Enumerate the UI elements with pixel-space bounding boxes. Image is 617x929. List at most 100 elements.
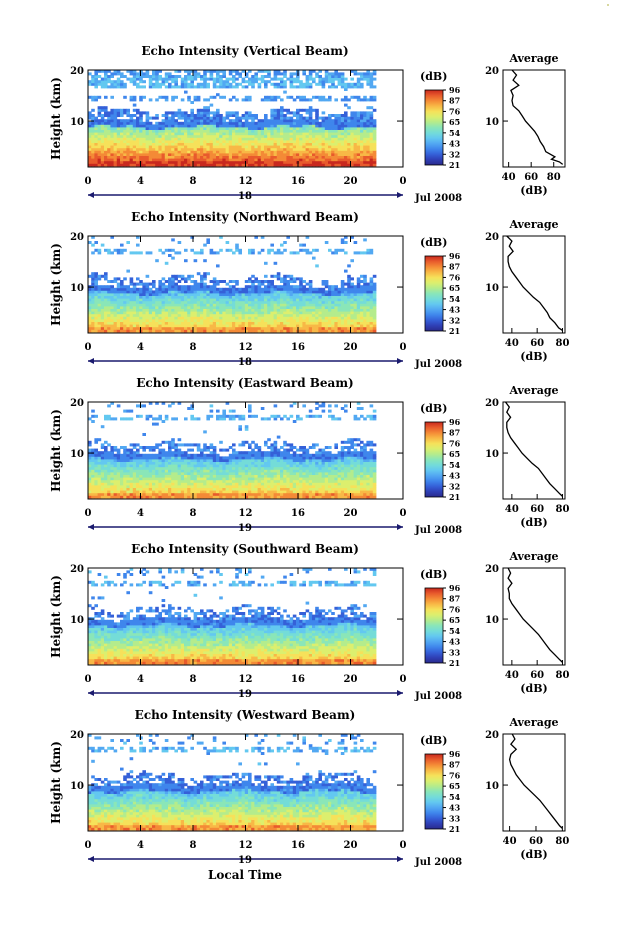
heatmap-cell (241, 85, 246, 89)
heatmap-cell (366, 119, 370, 123)
heatmap-cell (219, 313, 223, 317)
heatmap-cell (302, 116, 306, 120)
heatmap-cell (152, 306, 156, 309)
heatmap-cell (222, 326, 226, 330)
heatmap-cell (91, 108, 95, 112)
heatmap-cell (110, 477, 114, 481)
heatmap-cell (145, 461, 150, 465)
heatmap-cell (155, 129, 159, 133)
heatmap-cell (241, 163, 246, 167)
heatmap-cell (228, 293, 233, 296)
heatmap-cell (136, 326, 140, 330)
heatmap-cell (155, 259, 159, 263)
heatmap-cell (360, 316, 364, 320)
heatmap-cell (340, 77, 345, 81)
heatmap-cell (238, 160, 242, 164)
heatmap-cell (334, 319, 338, 322)
average-x-tick-label: 80 (556, 338, 570, 349)
heatmap-cell (241, 121, 246, 125)
heatmap-cell (107, 121, 111, 125)
heatmap-cell (142, 153, 146, 156)
heatmap-cell (366, 75, 370, 78)
heatmap-cell (168, 116, 172, 120)
heatmap-cell (180, 287, 185, 291)
heatmap-cell (126, 124, 130, 128)
heatmap-cell (116, 326, 121, 330)
heatmap-cell (273, 111, 278, 115)
heatmap-cell (120, 108, 124, 112)
heatmap-cell (283, 85, 287, 89)
heatmap-cell (203, 308, 207, 312)
heatmap-cell (337, 137, 342, 141)
heatmap-cell (257, 290, 262, 294)
heatmap-cell (276, 140, 281, 143)
heatmap-cell (356, 72, 361, 76)
heatmap-cell (129, 124, 134, 128)
heatmap-cell (289, 303, 294, 307)
heatmap-cell (324, 140, 329, 143)
heatmap-cell (187, 160, 191, 164)
heatmap-cell (129, 153, 134, 156)
heatmap-cell (129, 492, 134, 496)
heatmap-cell (161, 155, 166, 159)
heatmap-cell (369, 140, 374, 143)
heatmap-cell (280, 293, 284, 296)
heatmap-cell (324, 153, 329, 156)
heatmap-cell (366, 308, 370, 312)
heatmap-cell (318, 324, 322, 328)
heatmap-cell (340, 132, 345, 136)
heatmap-cell (174, 448, 178, 452)
heatmap-cell (350, 145, 354, 149)
heatmap-cell (88, 293, 92, 296)
heatmap-cell (228, 287, 233, 291)
heatmap-cell (273, 261, 278, 265)
heatmap-cell (276, 72, 281, 76)
heatmap-cell (312, 129, 316, 133)
heatmap-cell (305, 329, 310, 333)
heatmap-cell (302, 72, 306, 76)
heatmap-cell (155, 453, 159, 457)
heatmap-cell (331, 160, 335, 164)
heatmap-cell (347, 298, 351, 302)
heatmap-cell (344, 329, 348, 333)
heatmap-cell (369, 306, 374, 309)
heatmap-cell (267, 145, 271, 149)
heatmap-cell (340, 85, 345, 89)
heatmap-cell (116, 466, 121, 470)
heatmap-cell (107, 308, 111, 312)
heatmap-cell (184, 119, 188, 123)
heatmap-cell (187, 303, 191, 307)
heatmap-cell (212, 116, 217, 120)
heatmap-cell (116, 132, 121, 136)
heatmap-cell (324, 298, 329, 302)
heatmap-cell (107, 153, 111, 156)
heatmap-cell (100, 479, 105, 483)
heatmap-cell (328, 303, 332, 307)
heatmap-cell (260, 132, 265, 136)
heatmap-cell (94, 469, 98, 473)
heatmap-cell (350, 316, 354, 320)
heatmap-cell (164, 121, 169, 125)
heatmap-cell (212, 77, 217, 81)
heatmap-cell (168, 446, 172, 449)
heatmap-cell (273, 308, 278, 312)
heatmap-cell (296, 114, 300, 117)
heatmap-cell (209, 251, 214, 255)
heatmap-cell (107, 313, 111, 317)
heatmap-cell (270, 280, 274, 283)
heatmap-cell (116, 145, 121, 149)
heatmap-cell (113, 464, 118, 468)
heatmap-cell (100, 142, 105, 146)
heatmap-cell (120, 153, 124, 156)
heatmap-cell (264, 280, 268, 283)
heatmap-cell (132, 472, 137, 475)
heatmap-cell (312, 132, 316, 136)
heatmap-cell (110, 132, 114, 136)
heatmap-cell (312, 142, 316, 146)
heatmap-cell (190, 293, 194, 296)
heatmap-cell (139, 459, 143, 462)
heatmap-cell (292, 85, 297, 89)
heatmap-cell (155, 402, 159, 405)
heatmap-cell (225, 163, 230, 167)
heatmap-cell (184, 313, 188, 317)
